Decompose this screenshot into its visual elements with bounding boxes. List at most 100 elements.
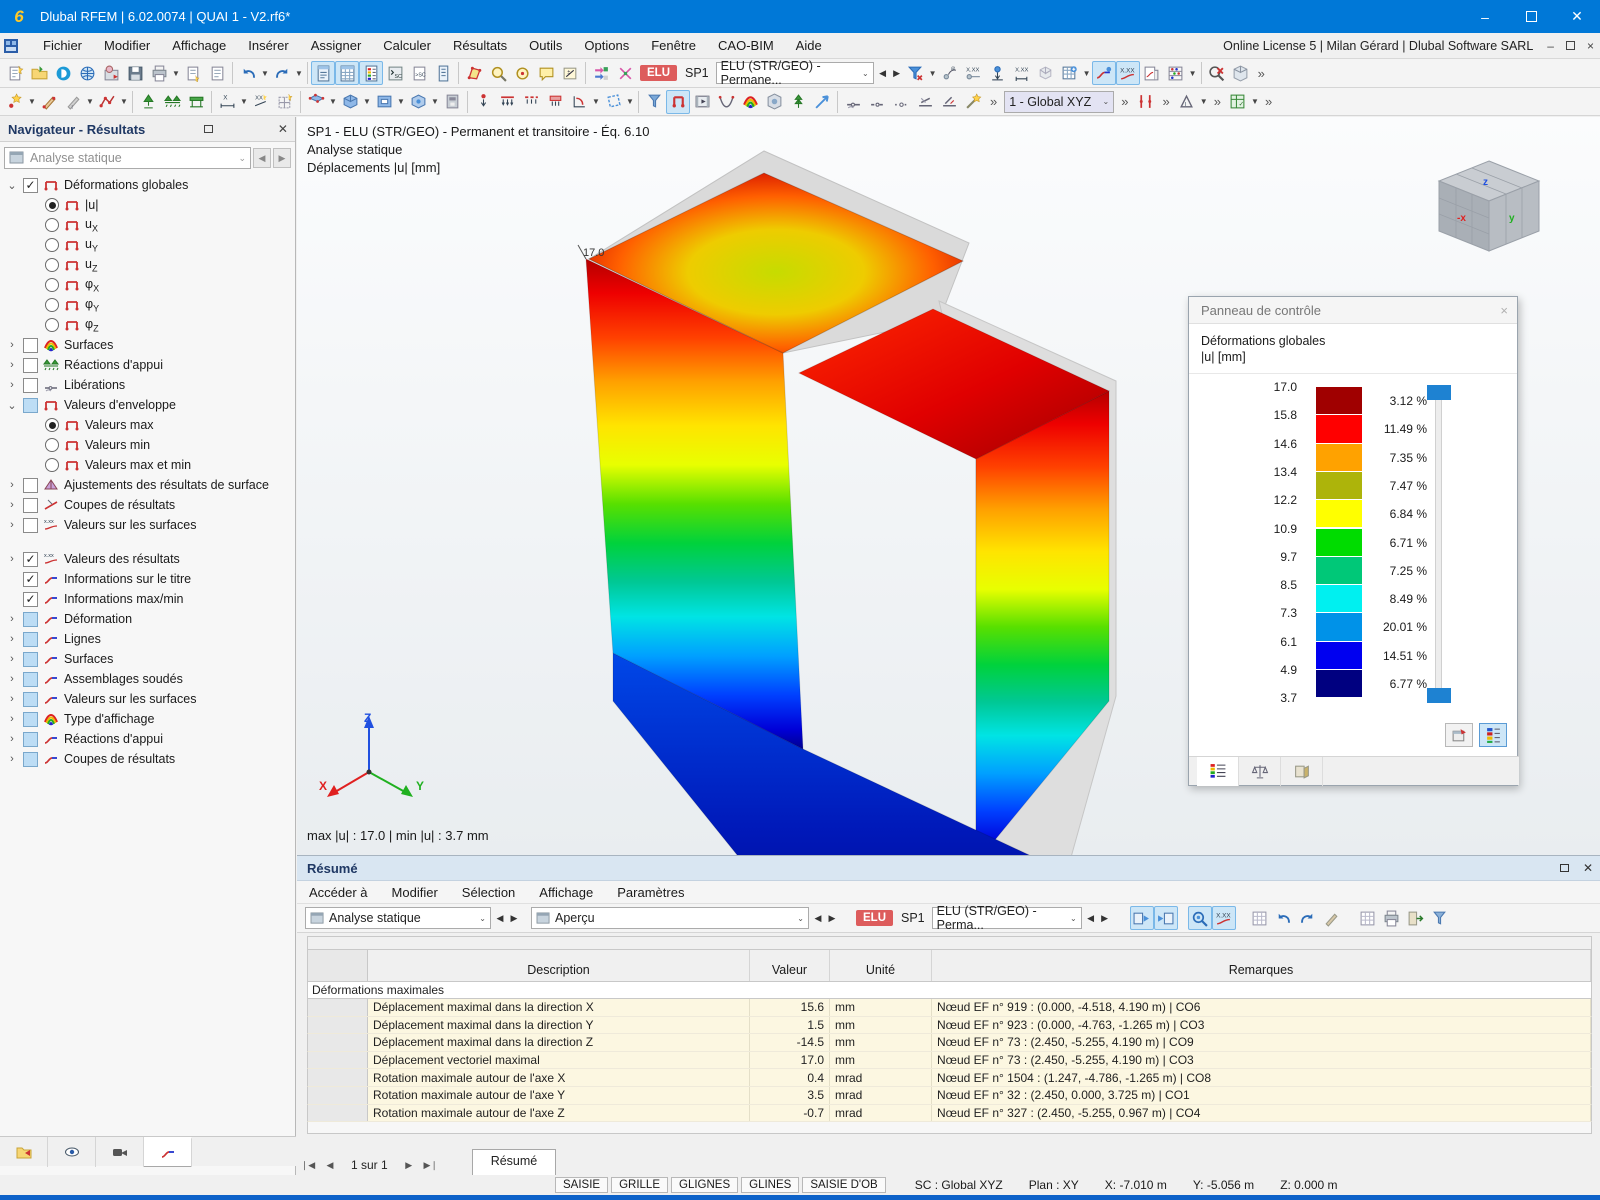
expander-closed-icon[interactable]: › [10,753,14,765]
summary-next-button[interactable]: ▶ [510,912,518,923]
globe-model-icon[interactable] [75,61,99,85]
grid-star-icon[interactable] [273,90,297,114]
zoom-star-icon[interactable] [486,61,510,85]
statusbar-glignes[interactable]: GLIGNES [671,1177,739,1193]
surface-bracket-icon[interactable] [666,89,690,114]
panel-navigator-icon[interactable] [311,61,335,85]
node-star-icon[interactable] [3,90,27,114]
doc-sc-icon[interactable]: >SC [407,61,431,85]
load-node-icon[interactable] [471,90,495,114]
printer-icon[interactable] [147,61,171,85]
tree-item[interactable]: Valeurs max et min [0,455,295,475]
tree-checkbox[interactable] [23,611,38,627]
tree-up-icon[interactable] [786,90,810,114]
tree-radio[interactable] [45,438,59,452]
redo-icon[interactable] [1296,906,1320,930]
combo-box[interactable]: 1 - Global XYZ ⌄ [1004,90,1115,113]
summary-combination-combo[interactable]: ELU (STR/GEO) - Perma... ⌄ [931,904,1082,932]
tree-item[interactable]: Valeurs min [0,435,295,455]
summary-menu-s-lection[interactable]: Sélection [461,884,516,900]
dlubal-icon[interactable] [51,61,75,85]
expander-closed-icon[interactable]: › [10,519,14,531]
tree-item[interactable]: › Valeurs sur les surfaces [0,689,295,709]
table-row[interactable]: Rotation maximale autour de l'axe Y 3.5 … [307,1086,1592,1105]
tree-checkbox[interactable] [23,691,38,707]
printer-icon[interactable] [1380,906,1404,930]
tree-item[interactable]: › Assemblages soudés [0,669,295,689]
page-first-button[interactable]: ❘◀ [300,1159,316,1170]
tree-checkbox[interactable] [23,337,38,353]
tablegrid-icon[interactable] [1356,906,1380,930]
tree-item[interactable]: Valeurs max [0,415,295,435]
tree-item[interactable]: φZ [0,315,295,335]
navigator-prev-button[interactable]: ◀ [253,148,271,168]
node-xxx-icon[interactable]: X.XX [962,61,986,85]
dropdown-caret-icon[interactable]: ▼ [86,97,94,106]
dropdown-caret-icon[interactable]: ▼ [1199,97,1208,106]
tab-factors[interactable] [1239,757,1281,786]
toolbar-overflow[interactable]: » [1264,94,1273,109]
undo-icon[interactable] [1272,906,1296,930]
floppy-icon[interactable] [123,61,147,85]
result-values-icon[interactable]: X.XX [1211,906,1236,930]
tree-item[interactable]: › Coupes de résultats [0,495,295,515]
dropdown-caret-icon[interactable]: ▼ [626,97,634,106]
tree-item[interactable]: › Libérations [0,375,295,395]
tree-item[interactable]: › Lignes [0,629,295,649]
tree-checkbox[interactable]: ✓ [23,177,38,193]
tree-checkbox[interactable] [23,357,38,373]
menu-fichier[interactable]: Fichier [43,38,83,53]
panel-tables-icon[interactable] [335,61,359,85]
dropdown-caret-icon[interactable]: ▼ [1250,97,1259,106]
result-zoom-icon[interactable] [1187,906,1212,930]
import-model-icon[interactable] [99,61,123,85]
tab-data-navigator[interactable] [0,1137,48,1167]
panel-colors-icon[interactable] [359,61,383,85]
page-next-button[interactable]: ▶ [405,1159,413,1170]
solid-blue2-icon[interactable] [406,90,430,114]
table-row[interactable]: Déplacement maximal dans la direction X … [307,999,1592,1017]
expander-closed-icon[interactable]: › [10,379,14,391]
tree-item[interactable]: |u| [0,195,295,215]
zoom-cancel-icon[interactable] [1205,61,1229,85]
wand-icon[interactable] [961,90,985,114]
navigator-analysis-combo[interactable]: Analyse statique ⌄ [4,147,251,169]
tree-checkbox[interactable] [23,631,38,647]
tree-checkbox[interactable] [23,751,38,767]
expander-closed-icon[interactable]: › [10,633,14,645]
tree-radio[interactable] [45,238,59,252]
tab-display[interactable] [48,1137,96,1167]
table-row[interactable]: Déplacement maximal dans la direction Z … [307,1034,1592,1052]
expander-closed-icon[interactable]: › [10,693,14,705]
tree-item[interactable]: ⌄ Valeurs d'enveloppe [0,395,295,415]
menubar-restore-icon[interactable] [1560,39,1581,53]
menu-calculer[interactable]: Calculer [383,38,431,53]
tree-item[interactable]: uZ [0,255,295,275]
sync-table-icon[interactable] [1153,906,1178,930]
summary-comb-prev-button[interactable]: ◀ [1087,912,1095,923]
doc-new-icon[interactable] [3,61,27,85]
menu-cao-bim[interactable]: CAO-BIM [718,38,774,53]
select-free-icon[interactable] [601,90,625,114]
tab-filter[interactable] [1281,757,1323,786]
pen-star-icon[interactable] [37,90,61,114]
console-sc-icon[interactable]: SC [383,61,407,85]
tree-radio[interactable] [45,278,59,292]
tree-item[interactable]: ✓ Informations max/min [0,589,295,609]
combo-box[interactable]: ELU (STR/GEO) - Permane... ⌄ [715,59,874,87]
tree-radio[interactable] [45,458,59,472]
summary-menu-modifier[interactable]: Modifier [391,884,438,900]
expander-closed-icon[interactable]: › [10,713,14,725]
support-table-icon[interactable] [184,90,208,114]
support-bench-icon[interactable] [160,90,184,114]
load-line-icon[interactable] [495,90,519,114]
menu-fen-tre[interactable]: Fenêtre [651,38,697,53]
tree-item[interactable]: › Réactions d'appui [0,355,295,375]
expander-closed-icon[interactable]: › [10,499,14,511]
result-diagram-icon[interactable] [1091,61,1116,85]
load-solid-icon[interactable] [543,90,567,114]
navigator-next-button[interactable]: ▶ [273,148,291,168]
summary-close-icon[interactable]: ✕ [1582,861,1593,875]
expander-open-icon[interactable]: ⌄ [7,399,17,412]
summary-sheet-tab[interactable]: Résumé [471,1149,557,1175]
